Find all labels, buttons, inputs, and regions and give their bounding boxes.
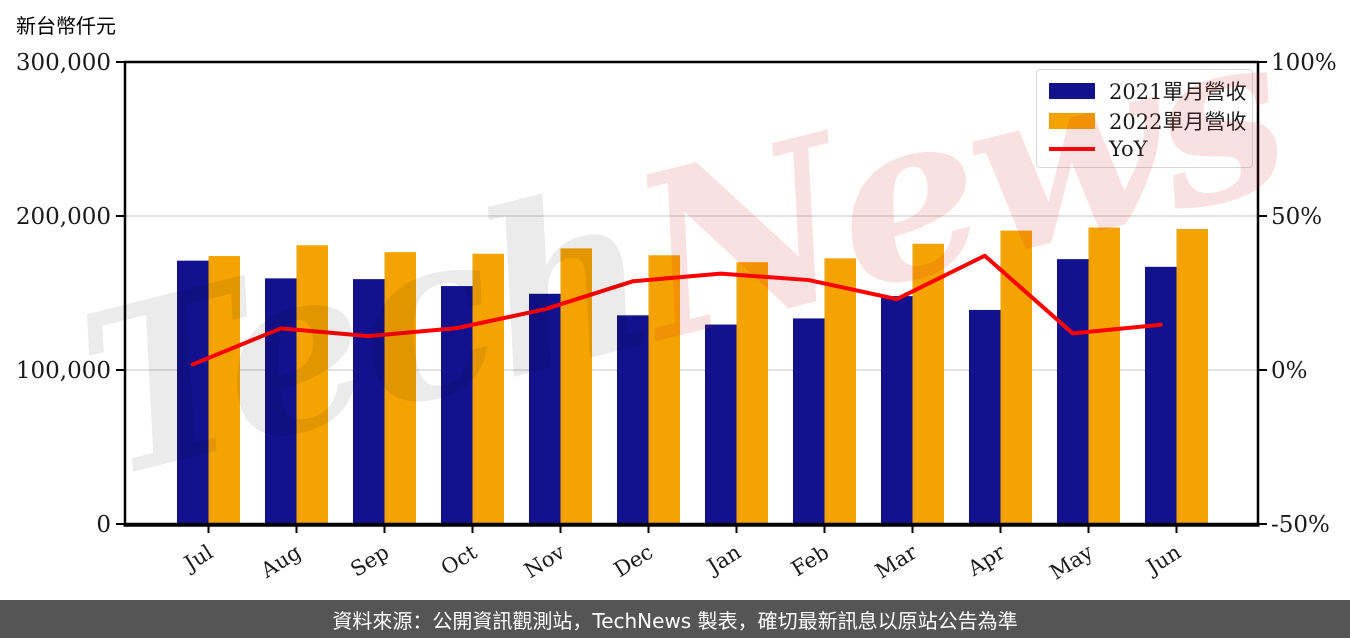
bar-2021-dec [617, 315, 649, 524]
bar-2022-oct [472, 253, 504, 525]
bar-2021-aug [265, 278, 297, 524]
x-tick-label-jan: Jan [702, 540, 746, 580]
bar-2022-may [1088, 227, 1120, 525]
legend-swatch-2022 [1049, 113, 1095, 130]
bar-2022-aug [296, 245, 328, 524]
bar-2021-may [1057, 259, 1089, 524]
yoy-line [190, 253, 1163, 367]
y-left-tick-label: 300,000 [16, 50, 111, 76]
bar-2021-apr [969, 309, 1001, 524]
legend-label-2022: 2022單月營收 [1109, 110, 1247, 135]
x-tick-label-feb: Feb [787, 540, 833, 581]
y-right-tick-label: 0% [1271, 358, 1308, 384]
bar-2021-sep [353, 279, 385, 524]
legend-item-2021: 2021單月營收 [1049, 76, 1246, 106]
x-tick-label-jul: Jul [178, 540, 217, 577]
bar-2021-nov [529, 293, 561, 524]
x-tick-label-jun: Jun [1141, 540, 1185, 580]
legend-item-yoy: YoY [1049, 137, 1240, 161]
x-tick-label-may: May [1046, 540, 1098, 585]
legend-swatch-yoy [1049, 146, 1095, 151]
bar-2022-sep [384, 252, 416, 524]
y-left-tick-label: 0 [96, 512, 111, 538]
bar-2022-jun [1176, 229, 1208, 524]
legend-swatch-2021 [1049, 83, 1095, 100]
y-left-tick-label: 200,000 [16, 204, 111, 230]
x-tick-label-dec: Dec [610, 540, 658, 582]
chart-canvas: 300,000 200,000 100,000 0 100% 50% 0% -50% Jul Au… [16, 50, 1337, 585]
x-tick-label-sep: Sep [346, 540, 393, 582]
x-tick-label-mar: Mar [871, 539, 922, 583]
bar-2021-oct [441, 286, 473, 524]
bar-2021-jul [177, 260, 209, 524]
bar-2021-jan [705, 324, 737, 524]
legend-label-2021: 2021單月營收 [1109, 80, 1247, 105]
legend-label-yoy: YoY [1109, 136, 1148, 161]
y-left-tick-label: 100,000 [16, 358, 111, 384]
bar-2022-apr [1000, 230, 1032, 524]
y-right-tick-label: 100% [1271, 50, 1337, 76]
x-tick-label-aug: Aug [256, 540, 305, 583]
unit-label: 新台幣仟元 [16, 14, 116, 38]
bar-2022-jan [736, 262, 768, 524]
bar-2021-feb [793, 318, 825, 524]
bar-2021-jun [1145, 266, 1177, 524]
source-footer-text: 資料來源：公開資訊觀測站，TechNews 製表，確切最新訊息以原站公告為準 [332, 608, 1018, 633]
bar-2022-feb [824, 258, 856, 524]
legend-item-2022: 2022單月營收 [1049, 106, 1246, 136]
x-tick-label-oct: Oct [437, 540, 482, 580]
y-right-tick-label: -50% [1271, 512, 1330, 538]
bar-2022-dec [648, 255, 680, 524]
bar-2022-jul [208, 256, 240, 524]
bar-2022-nov [560, 248, 592, 524]
x-tick-label-apr: Apr [963, 539, 1010, 581]
legend: 2021單月營收 2022單月營收 YoY [1036, 69, 1253, 168]
bar-2021-mar [881, 296, 913, 524]
source-footer: 資料來源：公開資訊觀測站，TechNews 製表，確切最新訊息以原站公告為準 [0, 600, 1350, 638]
y-right-tick-label: 50% [1271, 204, 1322, 230]
x-tick-label-nov: Nov [520, 540, 569, 583]
